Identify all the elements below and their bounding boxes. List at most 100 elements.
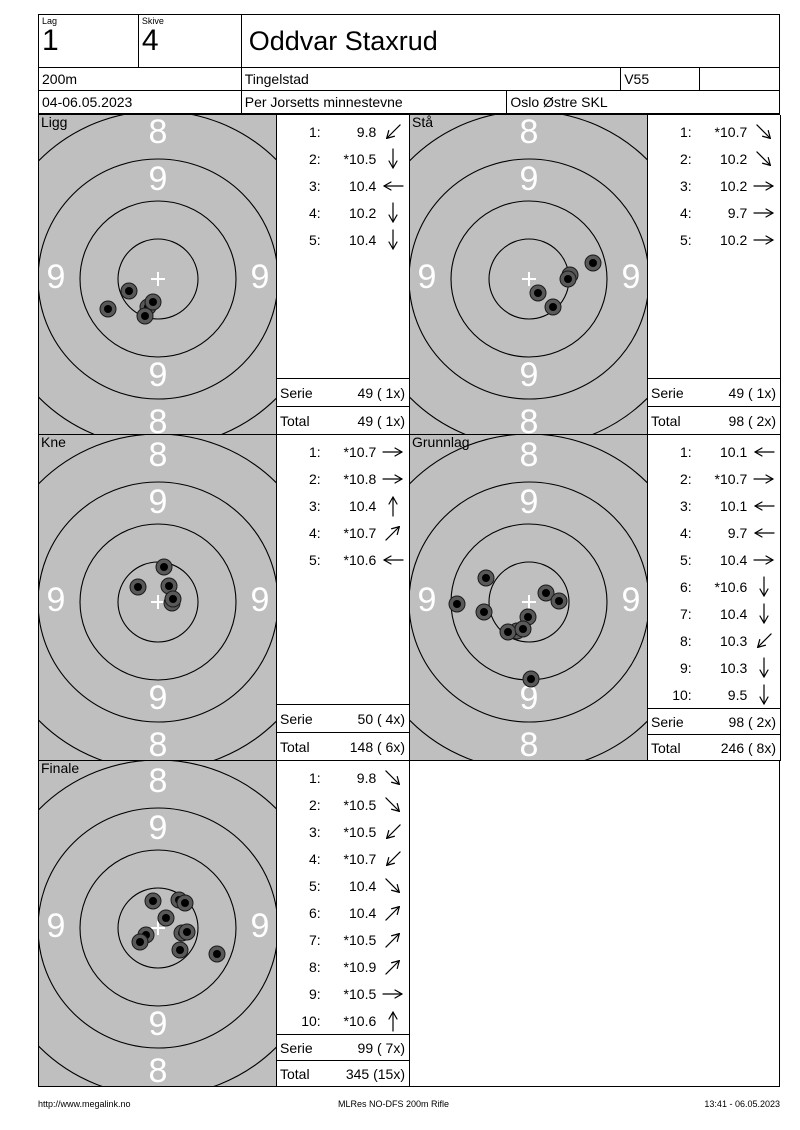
shot-row: 4: 9.7	[648, 519, 780, 546]
svg-text:9: 9	[149, 160, 168, 198]
shot-row: 1: *10.7	[648, 118, 780, 145]
shot-index: 5:	[679, 551, 692, 568]
svg-text:9: 9	[251, 581, 270, 619]
serie-label: Serie	[280, 1039, 313, 1056]
target-stå: 8 8 9 9 9 9 Stå	[410, 115, 648, 435]
shot-list: 1: 9.8 2: *10.5 3: *10.5 4: *10.7 5: 10.4 6: 10.4 7:…	[277, 761, 409, 1034]
score-column-grunnlag: 1: 10.1 2: *10.7 3: 10.1 4: 9.7 5: 10.4 6: *10.6 7: 1…	[648, 435, 781, 761]
total-row: Total 345 (15x)	[277, 1060, 409, 1086]
target-title: Stå	[412, 115, 434, 130]
shot-index: 9:	[308, 985, 321, 1002]
shot-index: 10:	[672, 686, 692, 703]
targets-row-1: 8 8 9 9 9 9 Ligg 1: 9.8 2: *10.5 3: 10.4 4: 10.2 5: 10.4…	[39, 115, 781, 435]
total-value: 246 ( 8x)	[720, 739, 776, 756]
shot-index: 2:	[679, 150, 692, 167]
shot-direction-icon	[376, 465, 409, 492]
class-value: V55	[624, 71, 650, 87]
shot-direction-icon	[376, 791, 409, 818]
skive-cell: Skive 4	[139, 15, 242, 67]
shot-direction-icon	[747, 681, 780, 708]
serie-value: 98 ( 2x)	[728, 713, 776, 730]
shot-value: *10.9	[343, 958, 377, 975]
shot-value: *10.8	[343, 470, 377, 487]
shot-value: 10.4	[720, 551, 748, 568]
distance-cell: 200m	[39, 68, 242, 90]
lag-label: Lag	[42, 16, 58, 26]
targets-row-2: 8 8 9 9 9 9 Kne 1: *10.7 2: *10.8 3: 10.4 4: *10.7 5: *1…	[39, 435, 781, 761]
shot-direction-icon	[747, 492, 780, 519]
shot-row: 6: *10.6	[648, 573, 780, 600]
svg-text:9: 9	[520, 679, 539, 717]
svg-text:8: 8	[520, 726, 539, 761]
shot-direction-icon	[376, 953, 409, 980]
shot-row: 5: 10.4	[648, 546, 780, 573]
shot-index: 5:	[679, 231, 692, 248]
serie-row: Serie 49 ( 1x)	[277, 378, 409, 406]
scorecard: Lag 1 Skive 4 Oddvar Staxrud 200m Tingel…	[38, 14, 781, 1087]
target-title: Ligg	[41, 115, 68, 130]
total-value: 98 ( 2x)	[728, 412, 776, 429]
shot-value: *10.6	[343, 551, 377, 568]
svg-text:9: 9	[47, 581, 66, 619]
shot-direction-icon	[747, 465, 780, 492]
serie-value: 99 ( 7x)	[357, 1039, 405, 1056]
svg-text:9: 9	[149, 483, 168, 521]
shot-row: 2: 10.2	[648, 145, 780, 172]
shot-value: 10.4	[349, 177, 377, 194]
shot-direction-icon	[747, 654, 780, 681]
shot-value: 10.2	[720, 231, 748, 248]
shot-index: 2:	[308, 150, 321, 167]
serie-label: Serie	[651, 384, 684, 401]
lag-value: 1	[42, 24, 59, 57]
club-value: Tingelstad	[244, 71, 309, 87]
target-title: Grunnlag	[412, 435, 470, 450]
shot-value: 10.4	[349, 497, 377, 514]
shot-row: 2: *10.7	[648, 465, 780, 492]
footer-url[interactable]: http://www.megalink.no	[38, 1099, 131, 1109]
shot-direction-icon	[376, 899, 409, 926]
total-label: Total	[280, 412, 310, 429]
shot-list: 1: 10.1 2: *10.7 3: 10.1 4: 9.7 5: 10.4 6: *10.6 7: 1…	[648, 435, 780, 708]
shot-direction-icon	[747, 145, 780, 172]
shot-index: 7:	[308, 931, 321, 948]
shot-index: 1:	[679, 443, 692, 460]
shot-direction-icon	[376, 438, 409, 465]
shot-row: 3: *10.5	[277, 818, 409, 845]
svg-text:9: 9	[47, 907, 66, 945]
total-label: Total	[651, 412, 681, 429]
shot-value: *10.6	[343, 1012, 377, 1029]
shot-direction-icon	[376, 172, 409, 199]
shot-index: 3:	[308, 497, 321, 514]
serie-row: Serie 99 ( 7x)	[277, 1034, 409, 1060]
target-ligg: 8 8 9 9 9 9 Ligg	[39, 115, 277, 435]
header-row-club: 200m Tingelstad V55	[39, 68, 779, 91]
shot-value: 9.8	[356, 123, 377, 140]
shot-value: *10.7	[714, 470, 748, 487]
shot-direction-icon	[376, 764, 409, 791]
shot-index: 4:	[679, 204, 692, 221]
shot-value: 10.1	[720, 497, 748, 514]
svg-text:8: 8	[149, 115, 168, 151]
lag-cell: Lag 1	[39, 15, 139, 67]
target-grunnlag: 8 8 9 9 9 9 Grunnlag	[410, 435, 648, 761]
shot-list: 1: 9.8 2: *10.5 3: 10.4 4: 10.2 5: 10.4	[277, 115, 409, 378]
shot-row: 7: *10.5	[277, 926, 409, 953]
shot-value: 10.2	[720, 150, 748, 167]
shot-value: 10.4	[349, 904, 377, 921]
serie-value: 50 ( 4x)	[357, 710, 405, 727]
total-row: Total 148 ( 6x)	[277, 732, 409, 760]
distance-value: 200m	[42, 71, 78, 87]
serie-value: 49 ( 1x)	[357, 384, 405, 401]
shot-value: *10.5	[343, 823, 377, 840]
serie-row: Serie 49 ( 1x)	[648, 378, 780, 406]
shot-index: 1:	[679, 123, 692, 140]
total-row: Total 49 ( 1x)	[277, 406, 409, 434]
total-row: Total 246 ( 8x)	[648, 734, 780, 760]
shot-row: 2: *10.8	[277, 465, 409, 492]
shot-direction-icon	[376, 818, 409, 845]
shot-row: 3: 10.4	[277, 492, 409, 519]
shot-value: 10.3	[720, 632, 748, 649]
serie-value: 49 ( 1x)	[728, 384, 776, 401]
shot-index: 3:	[679, 497, 692, 514]
total-value: 148 ( 6x)	[349, 738, 405, 755]
